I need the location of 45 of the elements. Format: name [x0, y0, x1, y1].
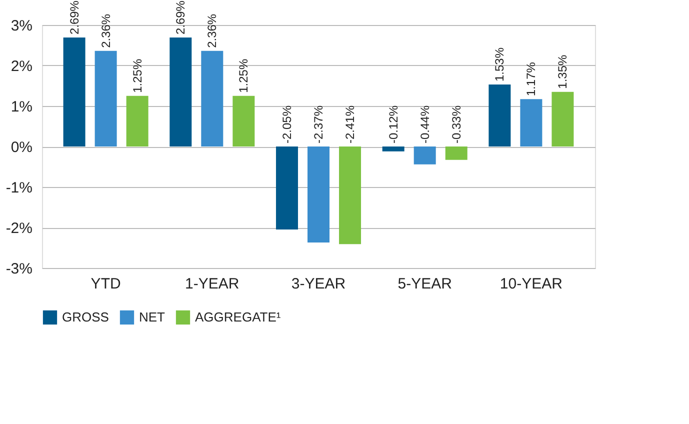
data-label: 2.36%	[205, 14, 220, 48]
data-label: 2.69%	[67, 0, 82, 35]
bar	[520, 99, 542, 146]
bar	[170, 38, 192, 146]
data-label: 1.53%	[492, 47, 507, 82]
data-label: -2.05%	[280, 105, 294, 144]
legend-label: NET	[139, 309, 166, 324]
x-tick-label: YTD	[90, 276, 121, 292]
bar	[552, 92, 574, 146]
y-tick-label: 2%	[10, 58, 32, 75]
x-tick-label: 10-YEAR	[500, 276, 563, 292]
y-tick-label: -3%	[6, 260, 32, 278]
x-tick-label: 1-YEAR	[185, 276, 240, 292]
legend-label: AGGREGATE¹	[195, 309, 282, 324]
x-tick-label: 3-YEAR	[291, 276, 346, 292]
bar	[201, 50, 224, 146]
y-tick-label: -1%	[6, 180, 32, 196]
y-tick-label: -2%	[6, 220, 32, 237]
bar	[276, 146, 298, 230]
data-label: 1.25%	[130, 58, 144, 93]
bar	[232, 96, 255, 146]
bar	[339, 146, 362, 244]
y-tick-label: 1%	[10, 98, 32, 116]
bar	[94, 50, 117, 146]
bar	[382, 146, 404, 152]
data-label: 1.17%	[524, 62, 538, 96]
legend-label: GROSS	[62, 309, 110, 324]
data-label: 2.36%	[98, 14, 113, 48]
y-tick-label: 0%	[10, 139, 32, 156]
bar	[488, 84, 511, 146]
bar	[63, 38, 86, 146]
data-label: 1.25%	[236, 58, 251, 93]
data-label: -0.44%	[418, 105, 432, 144]
bar	[414, 146, 436, 164]
bar	[126, 96, 148, 146]
data-label: -2.37%	[312, 105, 326, 144]
x-tick-label: 5-YEAR	[398, 276, 452, 292]
data-label: 2.69%	[174, 0, 188, 35]
y-tick-label: 3%	[10, 18, 32, 34]
data-label: -0.33%	[449, 105, 464, 144]
data-label: -2.41%	[343, 105, 358, 144]
data-label: 1.35%	[556, 54, 570, 89]
bar	[308, 146, 330, 242]
data-label: -0.12%	[386, 105, 400, 144]
bar	[445, 146, 468, 160]
